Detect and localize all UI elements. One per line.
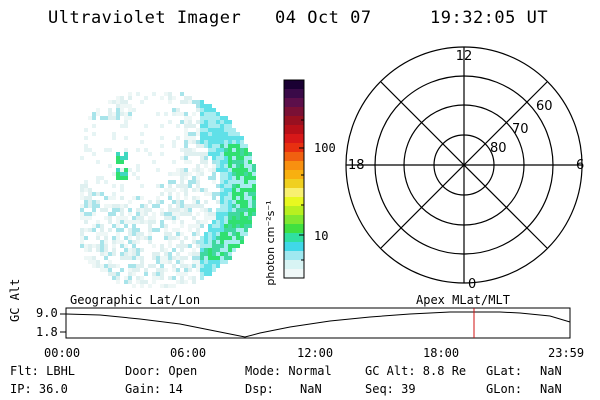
colorbar-segment [284,224,304,234]
colorbar-segment [284,170,304,180]
altitude-timeline-plot [60,307,571,339]
mlt-label-6: 6 [576,158,584,173]
mlt-label-18: 18 [348,158,365,173]
lat-label-70: 70 [512,122,529,137]
timeline-right-label: Apex MLat/MLT [416,293,510,307]
info-glat-value: NaN [540,364,562,378]
observation-date: 04 Oct 07 [275,8,372,28]
info-dsp-label: Dsp: [245,382,274,396]
info-seq: Seq: 39 [365,382,416,396]
polar-grid: 12 18 6 0 60 70 80 [345,46,584,290]
colorbar-segment [284,197,304,207]
colorbar-unit-label: photon cm⁻²s⁻¹ [264,200,277,285]
colorbar-segment [284,251,304,261]
colorbar-segment [284,125,304,135]
lat-label-80: 80 [490,141,507,156]
timeline-xtick-1800: 18:00 [423,346,460,360]
colorbar-segment [284,116,304,126]
colorbar-segment [284,134,304,144]
colorbar-segment [284,260,304,270]
info-door: Door: Open [125,364,198,378]
mlt-label-0: 0 [468,277,476,290]
info-flt: Flt: LBHL [10,364,76,378]
instrument-title: Ultraviolet Imager [48,8,242,28]
info-mode: Mode: Normal [245,364,332,378]
info-glon-label: GLon: [486,382,523,396]
timeline-xtick-1200: 12:00 [297,346,334,360]
info-dsp-value: NaN [300,382,322,396]
colorbar-segment [284,143,304,153]
colorbar-segment [284,188,304,198]
colorbar-segment [284,161,304,171]
info-glon-value: NaN [540,382,562,396]
timeline-xtick-0000: 00:00 [44,346,81,360]
colorbar-segment [284,179,304,189]
colorbar-segment [284,89,304,99]
colorbar-tick-100: 100 [314,141,336,155]
observation-time: 19:32:05 UT [430,8,549,28]
info-ip: IP: 36.0 [10,382,68,396]
colorbar-segment [284,80,304,90]
colorbar-segment [284,233,304,243]
colorbar-segment [284,215,304,225]
colorbar-segment [284,152,304,162]
timeline-ytick-9: 9.0 [36,306,58,320]
timeline-y-label: GC Alt [8,278,22,322]
lat-label-60: 60 [536,99,553,114]
colorbar-segment [284,98,304,108]
auroral-image [80,92,256,288]
mlt-label-12: 12 [456,49,473,64]
colorbar: photon cm⁻²s⁻¹ [264,79,305,285]
colorbar-segment [284,242,304,252]
timeline-xtick-0600: 06:00 [170,346,207,360]
timeline-ytick-1-8: 1.8 [36,325,58,339]
colorbar-segment [284,206,304,216]
info-gain: Gain: 14 [125,382,183,396]
timeline-xtick-2359: 23:59 [548,346,585,360]
colorbar-segment [284,107,304,117]
info-glat-label: GLat: [486,364,523,378]
timeline-left-label: Geographic Lat/Lon [70,293,201,307]
colorbar-segment [284,269,304,279]
info-gc-alt: GC Alt: 8.8 Re [365,364,467,378]
colorbar-tick-10: 10 [314,229,329,243]
